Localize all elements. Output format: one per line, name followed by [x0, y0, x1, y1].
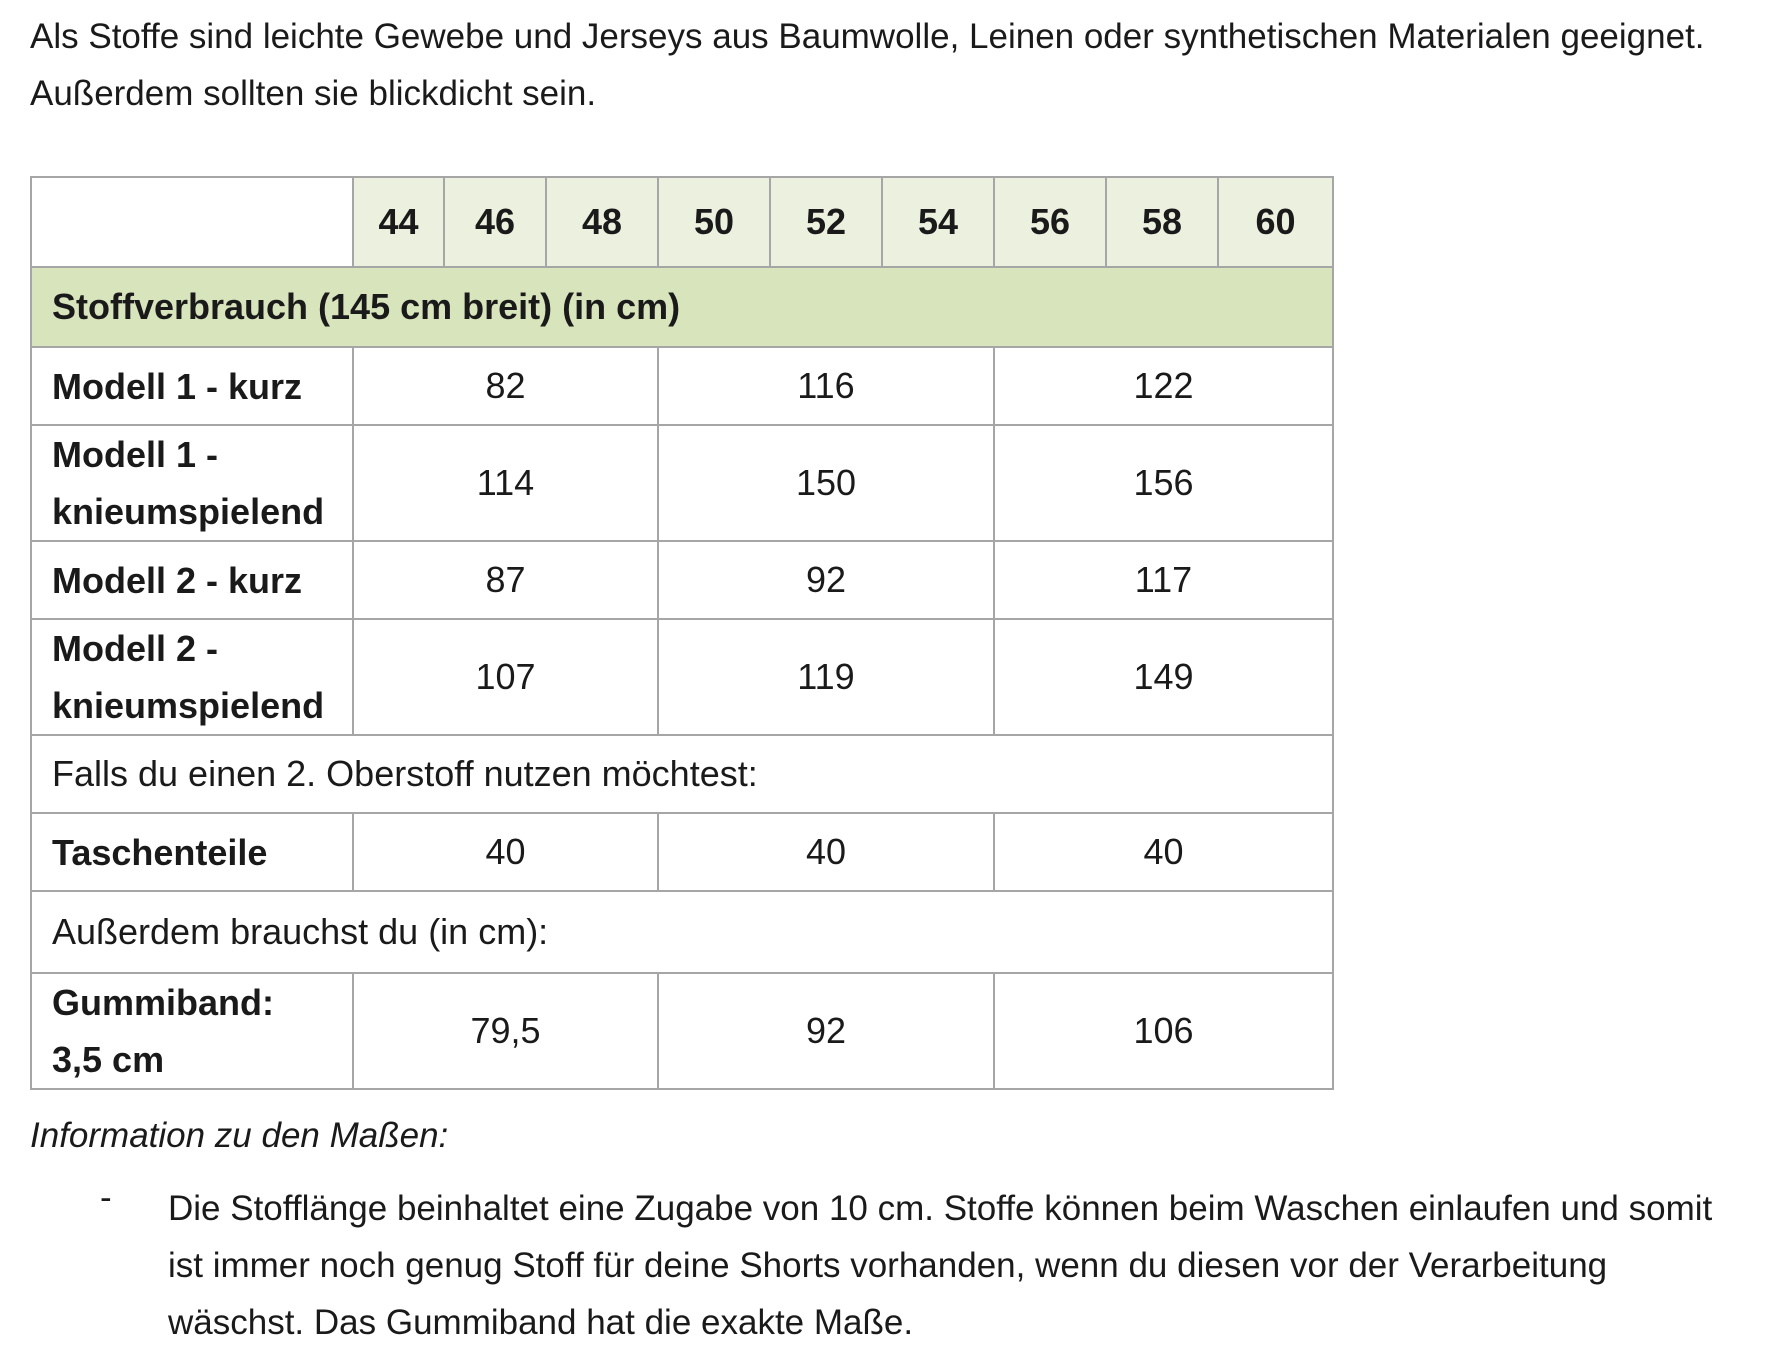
table-row: Modell 1 - kurz 82 116 122 — [30, 346, 1334, 426]
value-cell: 92 — [657, 972, 995, 1090]
value-cell: 106 — [993, 972, 1334, 1090]
value-cell: 114 — [352, 424, 659, 542]
size-header-cell: 50 — [657, 176, 771, 268]
bullet-marker: - — [100, 1178, 112, 1217]
size-header-cell: 56 — [993, 176, 1107, 268]
row-label-line: knieumspielend — [52, 491, 325, 532]
note-row: Falls du einen 2. Oberstoff nutzen möcht… — [30, 734, 1334, 814]
row-label: Modell 1 - kurz — [30, 346, 354, 426]
row-label: Modell 1 - knieumspielend — [30, 424, 354, 542]
size-header-cell: 44 — [352, 176, 445, 268]
info-title: Information zu den Maßen: — [30, 1116, 449, 1155]
size-header-cell: 54 — [881, 176, 995, 268]
table-row: Gummiband: 3,5 cm 79,5 92 106 — [30, 972, 1334, 1090]
row-label-line: Modell 1 - — [52, 434, 219, 475]
row-label-line: knieumspielend — [52, 685, 325, 726]
row-label-line: Modell 2 - — [52, 628, 219, 669]
size-header-cell: 52 — [769, 176, 883, 268]
value-cell: 40 — [657, 812, 995, 892]
header-corner-cell — [30, 176, 354, 268]
value-cell: 92 — [657, 540, 995, 620]
size-header-cell: 46 — [443, 176, 547, 268]
section-row: Stoffverbrauch (145 cm breit) (in cm) — [30, 266, 1334, 348]
value-cell: 107 — [352, 618, 659, 736]
size-header-cell: 58 — [1105, 176, 1219, 268]
intro-paragraph: Als Stoffe sind leichte Gewebe und Jerse… — [30, 17, 1705, 113]
table-row: Modell 2 - knieumspielend 107 119 149 — [30, 618, 1334, 736]
row-label-line: 3,5 cm — [52, 1039, 165, 1080]
table-row: Modell 1 - knieumspielend 114 150 156 — [30, 424, 1334, 542]
row-label: Gummiband: 3,5 cm — [30, 972, 354, 1090]
note-row: Außerdem brauchst du (in cm): — [30, 890, 1334, 974]
size-header-cell: 48 — [545, 176, 659, 268]
value-cell: 122 — [993, 346, 1334, 426]
row-label: Modell 2 - knieumspielend — [30, 618, 354, 736]
value-cell: 116 — [657, 346, 995, 426]
additional-note: Außerdem brauchst du (in cm): — [30, 890, 1334, 974]
row-label: Modell 2 - kurz — [30, 540, 354, 620]
fabric-requirements-table: 44 46 48 50 52 54 56 58 60 Stoffverbrauc… — [30, 176, 1334, 1090]
value-cell: 150 — [657, 424, 995, 542]
row-label: Taschenteile — [30, 812, 354, 892]
value-cell: 82 — [352, 346, 659, 426]
size-header-row: 44 46 48 50 52 54 56 58 60 — [30, 176, 1334, 268]
info-bullet-text: Die Stofflänge beinhaltet eine Zugabe vo… — [168, 1189, 1713, 1342]
value-cell: 149 — [993, 618, 1334, 736]
row-label-line: Gummiband: — [52, 982, 274, 1023]
value-cell: 87 — [352, 540, 659, 620]
value-cell: 79,5 — [352, 972, 659, 1090]
section-title: Stoffverbrauch (145 cm breit) (in cm) — [30, 266, 1334, 348]
value-cell: 119 — [657, 618, 995, 736]
table-row: Modell 2 - kurz 87 92 117 — [30, 540, 1334, 620]
table-row: Taschenteile 40 40 40 — [30, 812, 1334, 892]
second-fabric-note: Falls du einen 2. Oberstoff nutzen möcht… — [30, 734, 1334, 814]
size-header-cell: 60 — [1217, 176, 1334, 268]
value-cell: 117 — [993, 540, 1334, 620]
value-cell: 40 — [352, 812, 659, 892]
value-cell: 40 — [993, 812, 1334, 892]
value-cell: 156 — [993, 424, 1334, 542]
